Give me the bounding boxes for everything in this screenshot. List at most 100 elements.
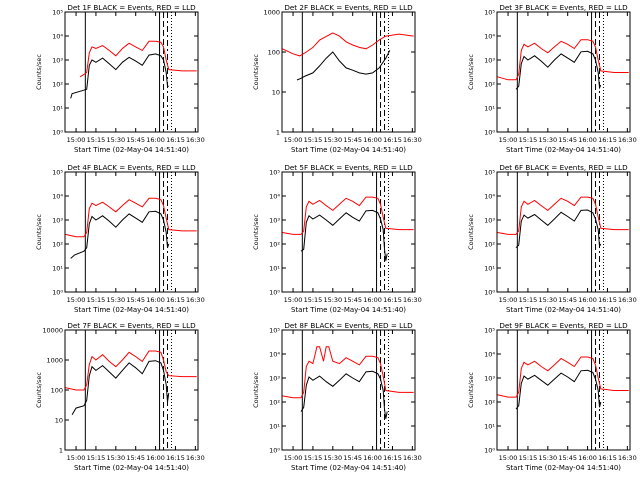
- x-tick-label: 15:45: [558, 454, 577, 462]
- series-line-events: [515, 209, 602, 249]
- x-tick-label: 15:00: [284, 454, 303, 462]
- x-tick-label: 15:45: [126, 296, 145, 304]
- x-axis-label: Start Time (02-May-04 14:51:40): [291, 146, 406, 154]
- y-tick-label: 10⁴: [484, 351, 495, 359]
- x-tick-label: 15:45: [343, 296, 362, 304]
- chart-title: Det 4F BLACK = Events, RED = LLD: [67, 163, 196, 172]
- x-tick-label: 15:00: [67, 136, 86, 144]
- y-tick-label: 10¹: [484, 265, 495, 273]
- y-tick-label: 10: [55, 417, 63, 425]
- x-tick-label: 16:15: [383, 136, 402, 144]
- y-tick-label: 10³: [269, 217, 280, 225]
- x-tick-label: 16:15: [598, 136, 617, 144]
- y-tick-label: 10¹: [484, 423, 495, 431]
- x-tick-label: 16:00: [578, 136, 597, 144]
- x-tick-label: 15:00: [499, 136, 518, 144]
- x-tick-label: 15:30: [323, 454, 342, 462]
- y-axis-label: Counts/sec: [35, 372, 43, 408]
- chart-title: Det 6F BLACK = Events, RED = LLD: [499, 163, 628, 172]
- y-axis-label: Counts/sec: [35, 214, 43, 250]
- x-tick-label: 15:15: [87, 136, 106, 144]
- x-tick-label: 15:45: [126, 454, 145, 462]
- y-tick-label: 10⁵: [52, 169, 63, 177]
- x-tick-label: 16:15: [598, 454, 617, 462]
- y-axis-label: Counts/sec: [467, 372, 475, 408]
- series-line-lld: [79, 40, 197, 78]
- y-tick-label: 10²: [269, 241, 280, 249]
- series-line-lld: [282, 32, 414, 57]
- chart-panel: Det 3F BLACK = Events, RED = LLD Counts/s…: [467, 3, 637, 154]
- y-tick-label: 10⁰: [269, 289, 280, 297]
- plot-frame: [281, 11, 416, 133]
- x-tick-label: 15:15: [304, 454, 323, 462]
- x-axis-label: Start Time (02-May-04 14:51:40): [74, 464, 189, 472]
- series-line-events: [515, 369, 602, 410]
- y-tick-label: 10¹: [52, 265, 63, 273]
- chart-panel: Det 5F BLACK = Events, RED = LLD Counts/s…: [252, 163, 422, 314]
- series-line-lld: [65, 197, 197, 238]
- plot-frame: [64, 11, 199, 133]
- plot-frame: [496, 11, 631, 133]
- x-axis-label: Start Time (02-May-04 14:51:40): [291, 306, 406, 314]
- y-tick-label: 10³: [484, 217, 495, 225]
- x-tick-label: 16:15: [383, 296, 402, 304]
- y-tick-label: 10²: [269, 399, 280, 407]
- x-tick-label: 16:15: [598, 296, 617, 304]
- series-line-events: [515, 50, 602, 90]
- x-tick-label: 15:30: [538, 454, 557, 462]
- y-tick-label: 100: [268, 49, 280, 57]
- series-line-lld: [497, 39, 629, 81]
- x-tick-label: 16:30: [618, 136, 637, 144]
- y-tick-label: 10⁵: [484, 327, 495, 335]
- y-tick-label: 10⁴: [269, 351, 280, 359]
- y-axis-label: Counts/sec: [252, 214, 260, 250]
- series-line-events: [70, 210, 170, 259]
- y-tick-label: 10²: [52, 241, 63, 249]
- x-tick-label: 15:00: [284, 296, 303, 304]
- x-tick-label: 15:15: [519, 454, 538, 462]
- plot-frame: [64, 171, 199, 293]
- x-axis-label: Start Time (02-May-04 14:51:40): [506, 146, 621, 154]
- x-tick-label: 15:30: [106, 454, 125, 462]
- x-tick-label: 16:30: [618, 454, 637, 462]
- x-tick-label: 16:00: [578, 296, 597, 304]
- y-tick-label: 10³: [52, 57, 63, 65]
- chart-panel: Det 6F BLACK = Events, RED = LLD Counts/s…: [467, 163, 637, 314]
- x-tick-label: 16:30: [186, 136, 205, 144]
- series-line-events: [296, 50, 391, 81]
- x-tick-label: 15:15: [519, 136, 538, 144]
- y-tick-label: 10³: [484, 375, 495, 383]
- chart-panel: Det 4F BLACK = Events, RED = LLD Counts/s…: [35, 163, 205, 314]
- y-tick-label: 10¹: [484, 105, 495, 113]
- chart-title: Det 9F BLACK = Events, RED = LLD: [499, 321, 628, 330]
- chart-title: Det 2F BLACK = Events, RED = LLD: [284, 3, 413, 12]
- y-tick-label: 10²: [484, 81, 495, 89]
- y-tick-label: 10⁵: [484, 169, 495, 177]
- x-axis-label: Start Time (02-May-04 14:51:40): [74, 146, 189, 154]
- y-tick-label: 100: [51, 387, 63, 395]
- chart-panel: Det 1F BLACK = Events, RED = LLD Counts/s…: [35, 3, 205, 154]
- y-tick-label: 10³: [484, 57, 495, 65]
- x-tick-label: 15:15: [87, 296, 106, 304]
- x-tick-label: 15:45: [558, 136, 577, 144]
- chart-title: Det 8F BLACK = Events, RED = LLD: [284, 321, 413, 330]
- x-tick-label: 15:30: [538, 136, 557, 144]
- x-tick-label: 16:00: [146, 136, 165, 144]
- y-tick-label: 1: [59, 447, 63, 455]
- x-tick-label: 16:00: [363, 296, 382, 304]
- y-axis-label: Counts/sec: [252, 54, 260, 90]
- y-tick-label: 10: [272, 89, 280, 97]
- chart-panel: Det 7F BLACK = Events, RED = LLD Counts/s…: [35, 321, 205, 472]
- plot-frame: [496, 329, 631, 451]
- y-tick-label: 10⁴: [52, 33, 63, 41]
- x-axis-label: Start Time (02-May-04 14:51:40): [506, 306, 621, 314]
- y-axis-label: Counts/sec: [467, 54, 475, 90]
- x-tick-label: 16:00: [578, 454, 597, 462]
- x-tick-label: 15:30: [323, 136, 342, 144]
- y-tick-label: 10000: [42, 327, 63, 335]
- y-tick-label: 10²: [52, 81, 63, 89]
- x-tick-label: 15:15: [519, 296, 538, 304]
- y-tick-label: 10¹: [269, 423, 280, 431]
- series-line-lld: [282, 196, 414, 235]
